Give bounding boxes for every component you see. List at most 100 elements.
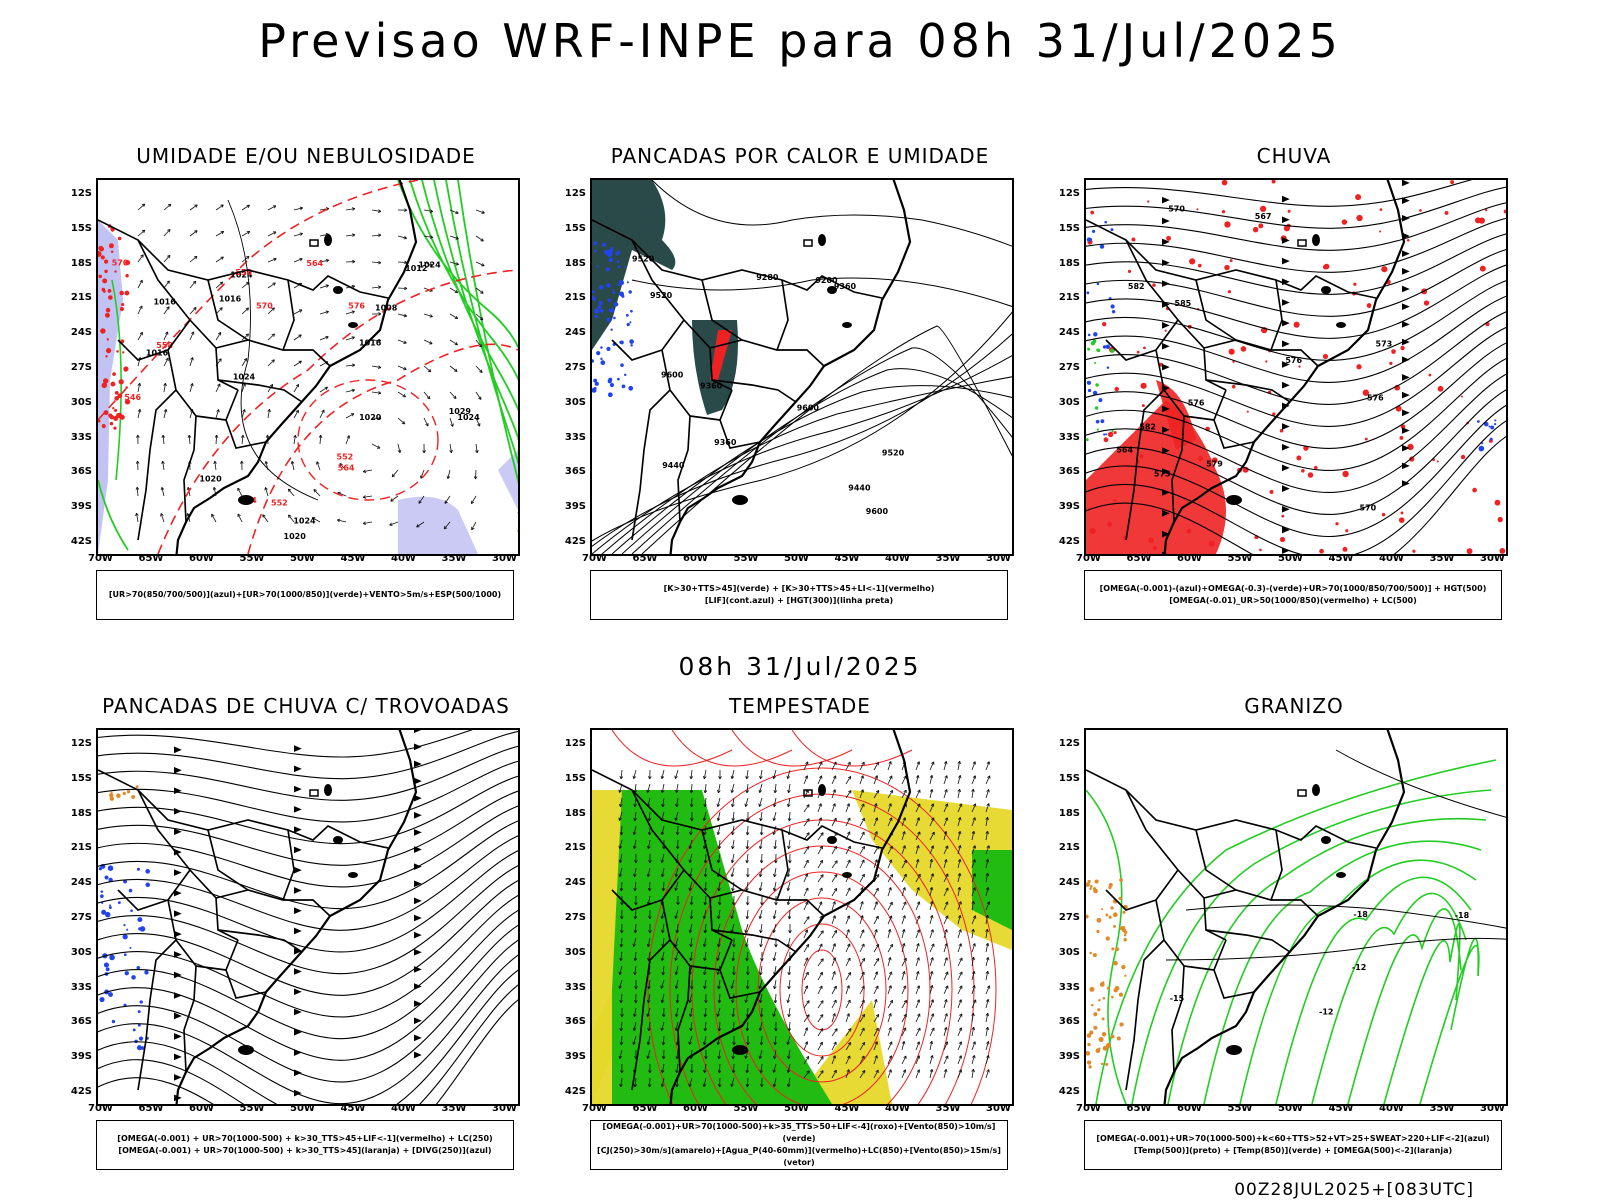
contour-label: 9360 xyxy=(700,382,723,391)
contour-label: 564 xyxy=(1116,446,1133,455)
latitude-tick-label: 27S xyxy=(70,362,92,373)
contour-label: 9600 xyxy=(866,507,889,516)
longitude-tick-label: 50W xyxy=(290,1103,315,1114)
latitude-tick-label: 42S xyxy=(1058,536,1080,547)
longitude-tick-label: 40W xyxy=(391,553,416,564)
legend-box: [OMEGA(-0.001) + UR>70(1000-500) + k>30_… xyxy=(96,1120,514,1170)
contour-label: 573 xyxy=(1376,340,1393,349)
longitude-tick-label: 45W xyxy=(340,1103,366,1114)
longitude-tick-label: 55W xyxy=(1227,1103,1253,1114)
latitude-tick-label: 12S xyxy=(564,188,586,199)
latitude-tick-label: 15S xyxy=(1058,772,1080,784)
contour-label: 1024 xyxy=(230,271,253,280)
contour-label: 576 xyxy=(1367,393,1384,402)
contour-label: 582 xyxy=(1128,282,1145,291)
contour-label: 1016 xyxy=(359,339,382,348)
longitude-tick-label: 30W xyxy=(492,553,517,564)
map-canvas: -12 -15 -12 -18 -18 xyxy=(1086,730,1506,1104)
legend-box: [OMEGA(-0.001)+UR>70(1000-500)+k>35_TTS>… xyxy=(590,1120,1008,1170)
latitude-tick-label: 36S xyxy=(1058,1016,1080,1028)
longitude-tick-label: 65W xyxy=(632,553,658,564)
longitude-tick-label: 40W xyxy=(1379,1103,1404,1114)
longitude-tick-label: 40W xyxy=(885,1103,910,1114)
latitude-tick-label: 33S xyxy=(564,981,586,993)
longitude-tick-label: 35W xyxy=(1429,553,1455,564)
forecast-map xyxy=(96,728,520,1106)
longitude-tick-label: 35W xyxy=(935,553,961,564)
legend-line: [UR>70(850/700/500)](azul)+[UR>70(1000/8… xyxy=(108,590,502,599)
panel-title: PANCADAS POR CALOR E UMIDADE xyxy=(610,144,990,168)
latitude-tick-label: 18S xyxy=(1058,807,1080,819)
contour-label: 1029 xyxy=(449,407,472,416)
latitude-tick-label: 24S xyxy=(70,877,92,889)
run-footer: 00Z28JUL2025+[083UTC] xyxy=(1234,1180,1474,1200)
longitude-tick-label: 50W xyxy=(1278,1103,1303,1114)
map-canvas: 1016 101610161024101210201020102410241024… xyxy=(98,180,518,554)
longitude-tick-label: 65W xyxy=(138,1103,164,1114)
latitude-tick-label: 36S xyxy=(564,1016,586,1028)
latitude-tick-label: 30S xyxy=(564,396,586,408)
longitude-tick-label: 65W xyxy=(138,553,164,564)
latitude-tick-label: 33S xyxy=(1058,431,1080,443)
latitude-tick-label: 21S xyxy=(1058,842,1080,854)
contour-label: 9440 xyxy=(848,484,871,493)
contour-label: 582 xyxy=(1139,423,1156,432)
longitude-tick-label: 45W xyxy=(834,553,860,564)
main-title: Previsao WRF-INPE para 08h 31/Jul/2025 xyxy=(258,14,1342,68)
longitude-tick-label: 30W xyxy=(1480,1103,1505,1114)
longitude-tick-label: 65W xyxy=(1126,1103,1152,1114)
contour-label: 9360 xyxy=(714,438,737,447)
valid-time-title: 08h 31/Jul/2025 xyxy=(678,652,922,681)
latitude-tick-label: 39S xyxy=(70,1051,92,1063)
latitude-tick-label: 33S xyxy=(1058,981,1080,993)
contour-label: 9520 xyxy=(650,291,673,300)
latitude-tick-label: 21S xyxy=(70,292,92,304)
contour-label: 9600 xyxy=(797,403,820,412)
contour-label: 564 xyxy=(306,259,323,268)
longitude-tick-label: 35W xyxy=(441,553,467,564)
longitude-tick-label: 45W xyxy=(834,1103,860,1114)
legend-box: [OMEGA(-0.001)-(azul)+OMEGA(-0.3)-(verde… xyxy=(1084,570,1502,620)
contour-label: 1016 xyxy=(219,294,242,303)
longitude-tick-label: 65W xyxy=(632,1103,658,1114)
longitude-tick-label: 70W xyxy=(582,1103,607,1114)
contour-label: 1024 xyxy=(418,261,441,270)
longitude-tick-label: 50W xyxy=(784,1103,809,1114)
latitude-tick-label: 39S xyxy=(564,501,586,513)
contour-label: 570 xyxy=(256,301,273,310)
latitude-tick-label: 33S xyxy=(564,431,586,443)
contour-label: -18 xyxy=(1455,911,1470,920)
panel-title: TEMPESTADE xyxy=(729,694,871,718)
latitude-tick-label: 12S xyxy=(1058,188,1080,199)
latitude-tick-label: 24S xyxy=(1058,327,1080,339)
forecast-map: -12 -15 -12 -18 -18 xyxy=(1084,728,1508,1106)
longitude-tick-label: 35W xyxy=(441,1103,467,1114)
legend-line: [OMEGA(-0.001)+UR>70(1000-500)+k<60+TTS>… xyxy=(1096,1134,1490,1143)
forecast-map xyxy=(590,728,1014,1106)
legend-line: [OMEGA(-0.001)+UR>70(1000-500)+k>35_TTS>… xyxy=(602,1122,996,1143)
longitude-tick-label: 70W xyxy=(88,1103,113,1114)
longitude-tick-label: 45W xyxy=(1328,1103,1354,1114)
latitude-tick-label: 39S xyxy=(70,501,92,513)
longitude-tick-label: 70W xyxy=(1076,553,1101,564)
contour-label: -15 xyxy=(1170,994,1185,1003)
latitude-tick-label: 24S xyxy=(70,327,92,339)
latitude-tick-label: 30S xyxy=(70,396,92,408)
legend-line: [K>30+TTS>45](verde) + [K>30+TTS>45+LI<-… xyxy=(663,584,935,593)
contour-label: 1020 xyxy=(199,474,222,483)
longitude-tick-label: 60W xyxy=(1177,1103,1202,1114)
contour-label: 570 xyxy=(1360,504,1377,513)
legend-line: [OMEGA(-0.001) + UR>70(1000-500) + k>30_… xyxy=(118,1146,492,1155)
longitude-tick-label: 55W xyxy=(733,1103,759,1114)
longitude-tick-label: 55W xyxy=(733,553,759,564)
longitude-tick-label: 35W xyxy=(935,1103,961,1114)
legend-line: [OMEGA(-0.001)-(azul)+OMEGA(-0.3)-(verde… xyxy=(1099,584,1487,593)
latitude-tick-label: 27S xyxy=(1058,362,1080,373)
latitude-tick-label: 27S xyxy=(70,912,92,923)
longitude-tick-label: 50W xyxy=(784,553,809,564)
longitude-tick-label: 50W xyxy=(290,553,315,564)
legend-line: [LIF](cont.azul) + [HGT(300)](linha pret… xyxy=(704,596,894,605)
latitude-tick-label: 15S xyxy=(70,772,92,784)
latitude-tick-label: 30S xyxy=(70,946,92,958)
contour-label: 558 xyxy=(156,341,173,350)
